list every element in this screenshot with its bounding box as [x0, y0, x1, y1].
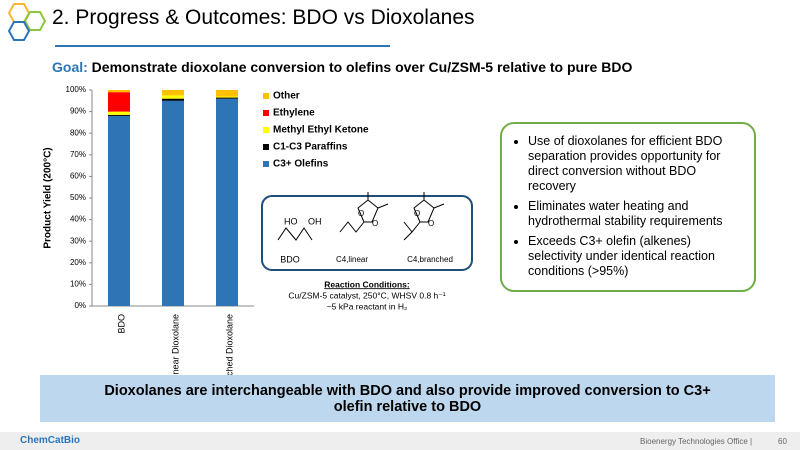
- logo: [7, 3, 47, 41]
- bar-segment: [216, 90, 238, 97]
- y-tick-label: 20%: [70, 258, 86, 267]
- x-tick-label: C4,branched Dioxolane: [224, 314, 234, 408]
- legend-label: Other: [273, 91, 300, 102]
- y-tick-label: 100%: [66, 85, 86, 94]
- legend-swatch: [263, 110, 269, 116]
- y-axis-label: Product Yield (200°C): [43, 147, 54, 248]
- bar-segment: [216, 98, 238, 306]
- molecule-box: [261, 195, 473, 271]
- bullet: Exceeds C3+ olefin (alkenes) selectivity…: [528, 234, 746, 279]
- legend-label: C1-C3 Paraffins: [273, 142, 348, 153]
- footer-brand: ChemCatBio: [20, 435, 81, 446]
- bar-segment: [108, 111, 130, 115]
- bullet-list: Use of dioxolanes for efficient BDO sepa…: [510, 134, 746, 279]
- y-tick-label: 0%: [74, 301, 86, 310]
- atom: O: [428, 219, 434, 228]
- footer-office: Bioenergy Technologies Office |: [640, 437, 753, 446]
- atom: OH: [308, 216, 322, 226]
- legend-swatch: [263, 93, 269, 99]
- y-tick-label: 60%: [70, 172, 86, 181]
- bar-segment: [162, 100, 184, 306]
- y-tick-label: 40%: [70, 215, 86, 224]
- bullet: Use of dioxolanes for efficient BDO sepa…: [528, 134, 746, 194]
- legend-swatch: [263, 144, 269, 150]
- slide-title: 2. Progress & Outcomes: BDO vs Dioxolane…: [52, 6, 475, 29]
- y-tick-label: 90%: [70, 107, 86, 116]
- footer: ChemCatBio Bioenergy Technologies Office…: [0, 432, 800, 450]
- atom: HO: [284, 216, 298, 226]
- bar-segment: [108, 114, 130, 116]
- molecule-label: C4,linear: [336, 255, 368, 264]
- goal-text: Demonstrate dioxolane conversion to olef…: [91, 59, 633, 75]
- bar-segment: [162, 98, 184, 101]
- page-number: 60: [778, 437, 787, 446]
- legend-label: C3+ Olefins: [273, 159, 329, 170]
- legend-label: Ethylene: [273, 108, 315, 119]
- legend-label: Methyl Ethyl Ketone: [273, 125, 369, 136]
- y-tick-label: 30%: [70, 236, 86, 245]
- bar-segment: [108, 90, 130, 93]
- molecule-label: BDO: [280, 254, 300, 264]
- atom: O: [358, 209, 364, 218]
- goal: Goal: Demonstrate dioxolane conversion t…: [52, 59, 632, 75]
- conditions: ~5 kPa reactant in H₂: [327, 301, 408, 311]
- bullet: Eliminates water heating and hydrotherma…: [528, 199, 746, 229]
- molecule-drawings: [277, 192, 445, 241]
- bullet-box: Use of dioxolanes for efficient BDO sepa…: [500, 122, 756, 292]
- legend-swatch: [263, 127, 269, 133]
- x-tick-label: C4,linear Dioxolane: [170, 314, 180, 393]
- y-tick-label: 70%: [70, 150, 86, 159]
- y-tick-label: 50%: [70, 193, 86, 202]
- bar-segment: [162, 95, 184, 99]
- y-tick-label: 10%: [70, 280, 86, 289]
- bar-segment: [216, 97, 238, 99]
- banner: Dioxolanes are interchangeable with BDO …: [40, 375, 775, 422]
- bar-segment: [108, 92, 130, 112]
- goal-label: Goal:: [52, 59, 88, 75]
- y-tick-label: 80%: [70, 128, 86, 137]
- legend-swatch: [263, 161, 269, 167]
- conditions: Cu/ZSM-5 catalyst, 250°C, WHSV 0.8 h⁻¹: [288, 290, 445, 300]
- bar-segment: [108, 115, 130, 306]
- atom: O: [372, 219, 378, 228]
- x-tick-label: BDO: [116, 314, 126, 334]
- molecule-label: C4,branched: [407, 255, 453, 264]
- bar-segment: [162, 90, 184, 96]
- conditions-title: Reaction Conditions:: [324, 279, 410, 289]
- bar-segment: [216, 96, 238, 98]
- atom: O: [414, 209, 420, 218]
